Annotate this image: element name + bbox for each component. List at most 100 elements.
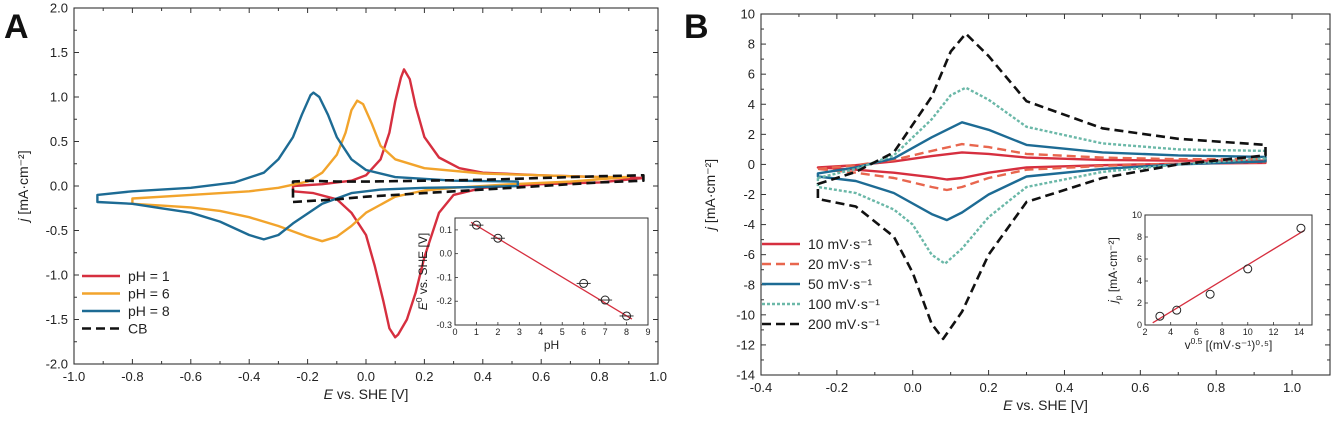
- y-axis-label-part: j: [15, 218, 31, 224]
- inset-data-point: [1155, 311, 1165, 321]
- x-axis-label-part: E: [1003, 397, 1013, 413]
- y-tick-label: 8: [748, 37, 755, 52]
- cv-curve-2: [131, 99, 630, 243]
- x-axis-label-part: E: [324, 386, 334, 402]
- legend-label: 20 mV·s⁻¹: [808, 256, 873, 272]
- inset-data-point: [1296, 223, 1306, 233]
- legend-label: 200 mV·s⁻¹: [808, 316, 880, 332]
- x-tick-label: -0.4: [750, 380, 772, 395]
- legend: 10 mV·s⁻¹ 20 mV·s⁻¹ 50 mV·s⁻¹ 100 mV·s⁻¹ 200…: [762, 236, 880, 332]
- inset-frame: [1144, 214, 1313, 326]
- x-tick-label: -0.2: [296, 369, 318, 384]
- x-tick-label: -0.8: [121, 369, 143, 384]
- inset-data-point: [1172, 305, 1182, 315]
- y-tick-label: 0.0: [50, 179, 68, 194]
- panel-letter-b: B: [684, 8, 709, 46]
- y-tick-label: -6: [743, 247, 755, 262]
- panel-letter-a: A: [4, 8, 29, 46]
- inset-x-axis-label-part: 0.5: [1191, 336, 1203, 346]
- cv-curve-5: [816, 32, 1267, 341]
- x-tick-label: 0.2: [415, 369, 433, 384]
- y-axis-label: j [mA·cm⁻²]: [702, 159, 718, 232]
- inset-x-axis-label-part: [(mV·s⁻¹)⁰·⁵]: [1202, 338, 1272, 352]
- panel-a: A -1.0 -0.8 -0.6 -0.4 -0.2 0.0 0.2 0.4 0.6 0.8 1.0…: [4, 1, 667, 403]
- y-tick-label: 10: [741, 7, 755, 22]
- inset-x-tick-label: 2: [495, 327, 500, 337]
- x-tick-label: 0.2: [980, 380, 998, 395]
- y-tick-label: -12: [736, 337, 755, 352]
- inset-y-tick-label: 8: [1137, 232, 1142, 242]
- inset-y-tick-label: -0.2: [436, 296, 452, 306]
- x-axis-label: E vs. SHE [V]: [1003, 397, 1088, 413]
- y-tick-label: 0: [748, 157, 755, 172]
- y-tick-label: -2.0: [46, 357, 68, 372]
- inset-y-axis-label: jp [mA·cm⁻²]: [1106, 237, 1123, 305]
- x-tick-label: -0.2: [826, 380, 848, 395]
- y-tick-label: 6: [748, 67, 755, 82]
- y-tick-label: -10: [736, 307, 755, 322]
- y-tick-label: -1.5: [46, 312, 68, 327]
- inset-y-axis-label-part: j: [1106, 300, 1120, 305]
- inset-y-tick-label: -0.1: [436, 272, 452, 282]
- y-tick-label: -14: [736, 368, 755, 383]
- inset-x-tick-label: 8: [624, 327, 629, 337]
- inset-x-tick-label: 6: [581, 327, 586, 337]
- inset-y-tick-label: 2: [1137, 298, 1142, 308]
- series-group: [96, 68, 645, 339]
- x-tick-label: 0.4: [474, 369, 492, 384]
- x-tick-label: 0.8: [591, 369, 609, 384]
- inset-x-tick-label: 9: [645, 327, 650, 337]
- inset-frame: [454, 217, 649, 326]
- x-tick-label: 0.6: [1131, 380, 1149, 395]
- inset-y-tick-label: 10: [1132, 210, 1142, 220]
- inset-x-tick-label: 14: [1294, 327, 1304, 337]
- inset-y-axis-label-part: 0: [414, 297, 424, 302]
- inset-y-tick-label: 0.1: [439, 225, 452, 235]
- cv-curve-4: [816, 86, 1267, 265]
- y-tick-label: 0.5: [50, 134, 68, 149]
- inset-x-axis-label: pH: [544, 338, 559, 352]
- inset-x-axis-label: v0.5 [(mV·s⁻¹)⁰·⁵]: [1185, 336, 1273, 352]
- inset-x-tick-label: 6: [1194, 327, 1199, 337]
- y-tick-label: 2.0: [50, 1, 68, 16]
- legend-label: pH = 1: [128, 268, 170, 284]
- inset-y-axis-label-part: [mA·cm⁻²]: [1106, 237, 1120, 295]
- inset-x-axis-label-part: pH: [544, 338, 559, 352]
- inset-y-tick-label: 4: [1137, 276, 1142, 286]
- y-tick-label: 2: [748, 127, 755, 142]
- y-tick-label: -4: [743, 217, 755, 232]
- plot-b: -0.4 -0.2 0.0 0.2 0.4 0.6 0.8 1.0 -14 -12 -10 -8 -6 -…: [702, 7, 1331, 413]
- y-axis-label-part: j: [702, 226, 718, 232]
- x-tick-label: 0.0: [357, 369, 375, 384]
- x-tick-label: 1.0: [1283, 380, 1301, 395]
- x-tick-label: -1.0: [63, 369, 85, 384]
- inset-x-tick-label: 8: [1220, 327, 1225, 337]
- y-axis-label-part: [mA·cm⁻²]: [15, 150, 31, 218]
- y-tick-label: -0.5: [46, 223, 68, 238]
- legend: pH = 1 pH = 6pH = 8 CB: [82, 268, 170, 337]
- inset-x-tick-label: 7: [603, 327, 608, 337]
- inset-x-tick-label: 1: [474, 327, 479, 337]
- y-tick-label: -1.0: [46, 268, 68, 283]
- x-axis-label: E vs. SHE [V]: [324, 386, 409, 402]
- legend-label: CB: [128, 321, 147, 337]
- legend-label: pH = 6: [128, 286, 170, 302]
- inset-y-tick-label: 0: [1137, 320, 1142, 330]
- legend-label: 10 mV·s⁻¹: [808, 236, 873, 252]
- inset-y-axis-label-part: p: [1113, 295, 1123, 300]
- inset-y-axis-label-part: E: [416, 301, 430, 310]
- inset-data-point: [1205, 289, 1215, 299]
- series-group: [816, 32, 1267, 341]
- cv-curve-3: [96, 91, 519, 241]
- inset-y-tick-label: 6: [1137, 254, 1142, 264]
- inset-x-axis-label-part: v: [1185, 338, 1191, 352]
- inset-data-point: [1243, 264, 1253, 274]
- x-tick-label: 0.0: [904, 380, 922, 395]
- x-axis-label-part: vs. SHE [V]: [333, 386, 408, 402]
- x-tick-label: 0.8: [1207, 380, 1225, 395]
- inset-y-tick-label: -0.3: [436, 320, 452, 330]
- inset-y-axis-label: E0 vs. SHE [V]: [414, 233, 430, 310]
- x-tick-label: 0.4: [1055, 380, 1073, 395]
